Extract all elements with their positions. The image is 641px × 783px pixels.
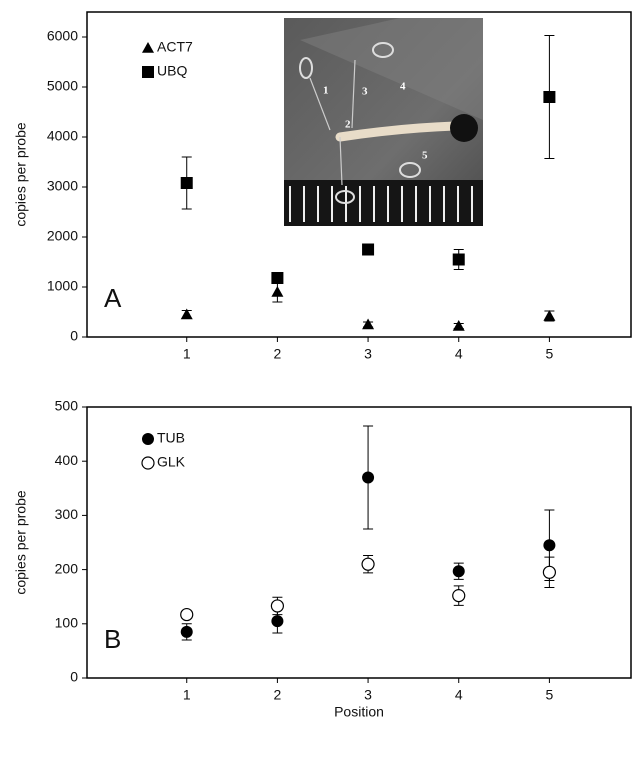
marker <box>180 308 193 320</box>
marker <box>180 625 193 638</box>
plot-frame <box>86 11 632 338</box>
inset-label: 4 <box>400 81 406 93</box>
x-tick-label: 3 <box>364 346 372 362</box>
y-tick-label: 200 <box>55 560 79 576</box>
y-tick-label: 4000 <box>47 128 78 144</box>
x-tick-label: 2 <box>274 687 282 703</box>
marker <box>271 615 284 628</box>
y-axis-label: copies per probe <box>13 122 29 227</box>
marker <box>452 320 465 331</box>
y-tick-label: 300 <box>55 506 79 522</box>
x-tick-label: 4 <box>455 687 463 703</box>
x-tick-label: 3 <box>364 687 372 703</box>
marker <box>180 607 194 622</box>
legend-label: ACT7 <box>157 39 193 55</box>
x-axis-label: Position <box>334 704 384 720</box>
y-tick-label: 400 <box>55 452 79 468</box>
x-tick-label: 2 <box>274 346 282 362</box>
legend-marker <box>141 456 155 470</box>
panel-label: B <box>104 624 121 654</box>
marker <box>452 565 465 578</box>
y-tick-label: 2000 <box>47 228 78 244</box>
y-tick-label: 3000 <box>47 178 78 194</box>
legend-marker <box>142 433 154 445</box>
x-tick-label: 4 <box>455 346 463 362</box>
y-tick-label: 5000 <box>47 78 78 94</box>
marker <box>452 589 466 603</box>
marker <box>543 91 556 103</box>
x-tick-label: 1 <box>183 346 191 362</box>
marker <box>542 565 557 579</box>
marker <box>270 599 284 613</box>
inset-label: 3 <box>362 86 368 98</box>
marker <box>362 318 375 330</box>
inset-label: 5 <box>422 150 428 162</box>
y-tick-label: 6000 <box>47 28 78 44</box>
marker <box>543 310 556 321</box>
marker <box>361 557 375 571</box>
panel-label: A <box>104 283 122 313</box>
plot-frame <box>86 406 632 679</box>
x-tick-label: 1 <box>183 687 191 703</box>
marker <box>271 286 284 297</box>
legend-label: GLK <box>157 454 186 470</box>
y-tick-label: 0 <box>70 669 78 685</box>
marker <box>180 177 193 189</box>
legend-marker <box>142 42 154 53</box>
legend-marker <box>142 66 154 78</box>
marker <box>362 471 375 484</box>
marker <box>362 243 375 256</box>
legend-label: UBQ <box>157 63 187 79</box>
x-tick-label: 5 <box>546 346 554 362</box>
y-axis-label: copies per probe <box>13 490 29 595</box>
legend-label: TUB <box>157 430 185 446</box>
inset-label: 1 <box>323 85 329 97</box>
y-tick-label: 100 <box>55 615 79 631</box>
marker <box>271 272 284 284</box>
y-tick-label: 0 <box>70 328 78 344</box>
inset-label: 2 <box>345 119 351 131</box>
marker <box>452 253 465 266</box>
x-tick-label: 5 <box>546 687 554 703</box>
y-tick-label: 1000 <box>47 278 78 294</box>
y-tick-label: 500 <box>55 398 79 414</box>
inset-photo <box>284 18 483 226</box>
marker <box>543 539 556 552</box>
